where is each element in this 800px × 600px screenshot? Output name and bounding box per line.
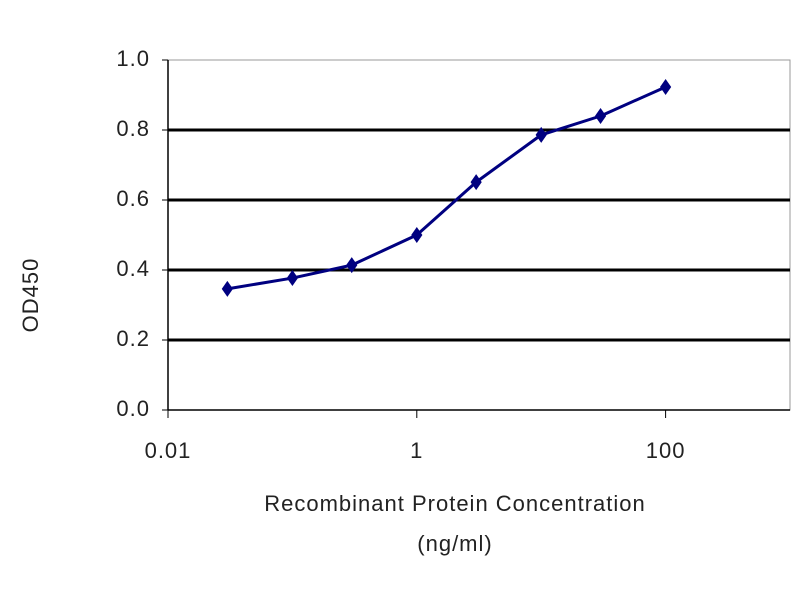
data-point xyxy=(286,270,298,287)
x-tick-label: 0.01 xyxy=(145,438,192,463)
data-point xyxy=(535,126,547,143)
data-line xyxy=(227,85,667,291)
x-tick-label: 1 xyxy=(410,438,423,463)
y-axis-label: OD450 xyxy=(18,258,43,333)
y-tick-label: 0.8 xyxy=(116,116,150,141)
y-tick-label: 0.0 xyxy=(116,396,150,421)
x-axis-label: Recombinant Protein Concentration xyxy=(264,491,646,516)
y-tick-label: 1.0 xyxy=(116,46,150,71)
data-point xyxy=(660,78,672,95)
y-tick-label: 0.6 xyxy=(116,186,150,211)
data-point xyxy=(470,174,482,191)
plot-area xyxy=(167,59,791,411)
y-tick-label: 0.2 xyxy=(116,326,150,351)
y-tick-label: 0.4 xyxy=(116,256,150,281)
x-tick-label: 100 xyxy=(646,438,686,463)
data-point xyxy=(411,227,423,243)
data-point xyxy=(594,108,607,124)
data-point xyxy=(221,280,233,297)
data-point xyxy=(346,257,358,274)
x-axis-label: (ng/ml) xyxy=(417,531,492,556)
